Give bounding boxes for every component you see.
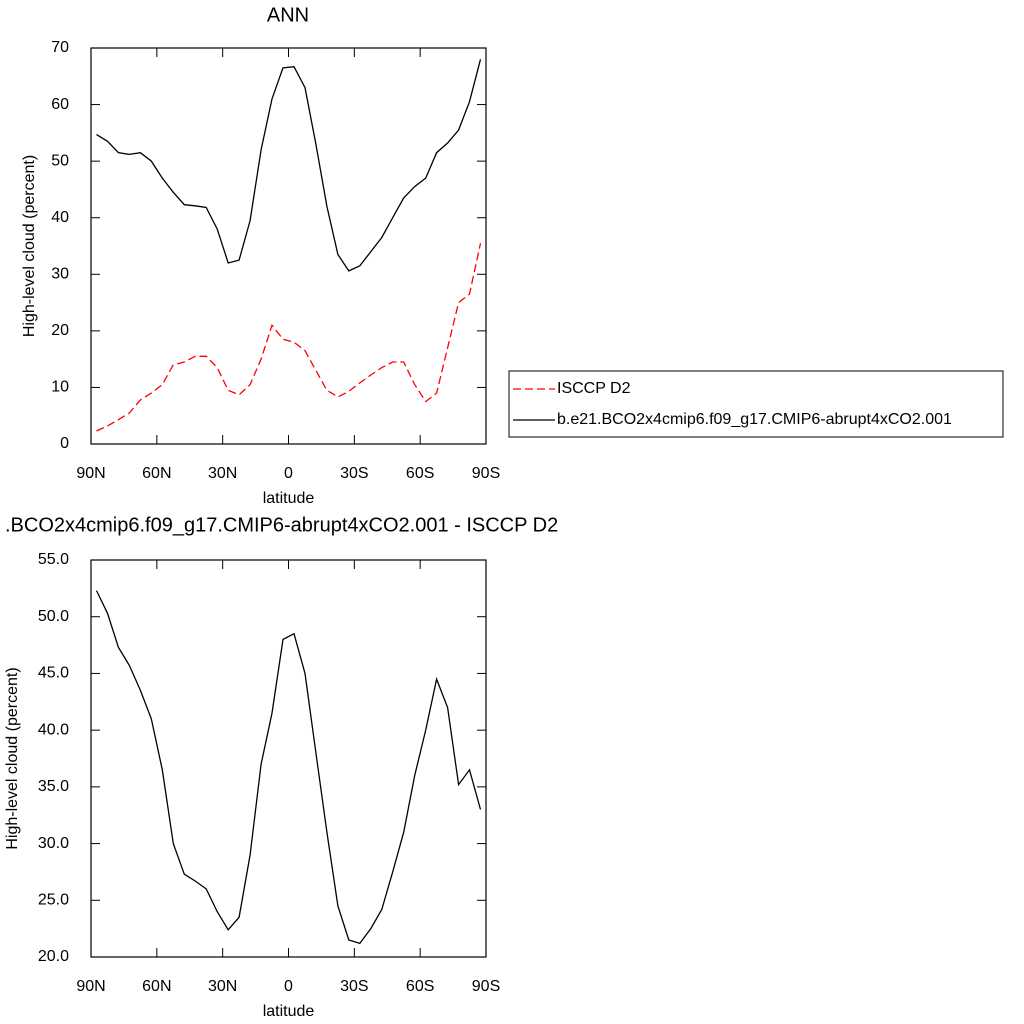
x-axis-label: latitude bbox=[263, 490, 315, 507]
y-tick-label: 0 bbox=[60, 435, 69, 452]
y-tick-label: 60 bbox=[51, 96, 69, 113]
y-axis-label: High-level cloud (percent) bbox=[21, 155, 38, 337]
x-axis-label: latitude bbox=[263, 1003, 315, 1020]
x-tick-label: 60N bbox=[142, 978, 171, 995]
y-axis-label: High-level cloud (percent) bbox=[4, 667, 21, 849]
x-tick-label: 30S bbox=[340, 465, 368, 482]
x-tick-label: 90S bbox=[472, 978, 500, 995]
y-tick-label: 45.0 bbox=[38, 665, 69, 682]
x-tick-label: 60N bbox=[142, 465, 171, 482]
chart-title: .BCO2x4cmip6.f09_g17.CMIP6-abrupt4xCO2.0… bbox=[5, 514, 558, 536]
legend-label: ISCCP D2 bbox=[557, 380, 631, 397]
legend-label: b.e21.BCO2x4cmip6.f09_g17.CMIP6-abrupt4x… bbox=[557, 411, 952, 428]
x-tick-label: 30S bbox=[340, 978, 368, 995]
y-tick-label: 70 bbox=[51, 39, 69, 56]
data-line bbox=[96, 59, 482, 272]
y-tick-label: 20.0 bbox=[38, 948, 69, 965]
legend-box bbox=[508, 370, 1004, 438]
y-tick-label: 55.0 bbox=[38, 551, 69, 568]
x-tick-label: 30N bbox=[208, 978, 237, 995]
y-tick-label: 40.0 bbox=[38, 721, 69, 738]
x-tick-label: 30N bbox=[208, 465, 237, 482]
y-tick-label: 40 bbox=[51, 209, 69, 226]
plot-frame bbox=[90, 559, 487, 958]
x-tick-label: 90N bbox=[76, 978, 105, 995]
x-tick-label: 0 bbox=[284, 978, 293, 995]
x-tick-label: 90S bbox=[472, 465, 500, 482]
y-tick-label: 30 bbox=[51, 266, 69, 283]
y-tick-label: 10 bbox=[51, 379, 69, 396]
y-tick-label: 20 bbox=[51, 322, 69, 339]
y-tick-label: 50 bbox=[51, 152, 69, 169]
data-line bbox=[95, 590, 482, 945]
x-tick-label: 90N bbox=[76, 465, 105, 482]
chart-title: ANN bbox=[267, 4, 309, 26]
x-tick-label: 0 bbox=[284, 465, 293, 482]
y-tick-label: 50.0 bbox=[38, 608, 69, 625]
y-tick-label: 35.0 bbox=[38, 778, 69, 795]
x-tick-label: 60S bbox=[406, 978, 434, 995]
plot-frame bbox=[90, 47, 487, 445]
y-tick-label: 25.0 bbox=[38, 892, 69, 909]
data-line bbox=[96, 243, 482, 432]
y-tick-label: 30.0 bbox=[38, 835, 69, 852]
x-tick-label: 60S bbox=[406, 465, 434, 482]
